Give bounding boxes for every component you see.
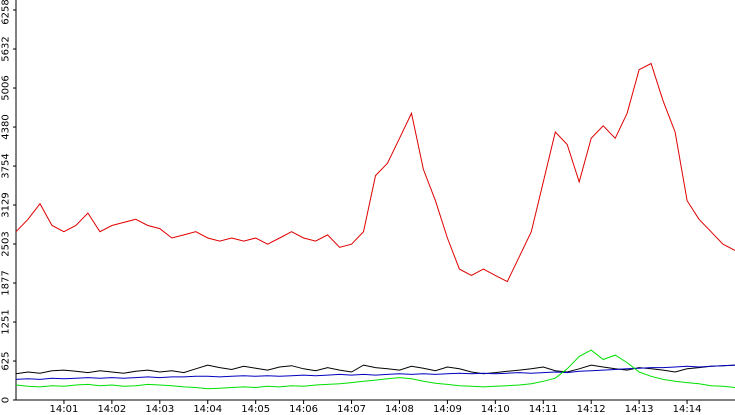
y-tick-label: 1877 [0,270,11,295]
y-tick-label: 625 [0,352,11,371]
x-tick-label: 14:05 [241,404,270,415]
x-tick-label: 14:12 [577,404,606,415]
x-tick-label: 14:01 [50,404,79,415]
x-tick-label: 14:09 [433,404,462,415]
y-tick-label: 3129 [0,192,11,217]
y-tick-label: 0 [0,397,11,403]
series-line [15,349,735,390]
y-tick-label: 5632 [0,36,11,61]
y-tick-label: 6258 [0,0,11,25]
y-tick-label: 5006 [0,75,11,100]
x-tick-label: 14:14 [673,404,702,415]
y-tick-label: 1251 [0,309,11,334]
x-tick-label: 14:04 [193,404,222,415]
x-tick-label: 14:06 [289,404,318,415]
x-tick-label: 14:02 [97,404,126,415]
x-tick-label: 14:03 [145,404,174,415]
series-line [15,364,735,380]
x-tick-label: 14:11 [529,404,558,415]
series-line [15,364,735,375]
x-tick-label: 14:07 [337,404,366,415]
y-tick-label: 4380 [0,114,11,139]
x-tick-label: 14:08 [385,404,414,415]
x-tick-label: 14:13 [625,404,654,415]
x-tick-label: 14:10 [481,404,510,415]
series-line [15,62,735,283]
y-tick-label: 3754 [0,153,11,178]
y-tick-label: 2503 [0,231,11,256]
